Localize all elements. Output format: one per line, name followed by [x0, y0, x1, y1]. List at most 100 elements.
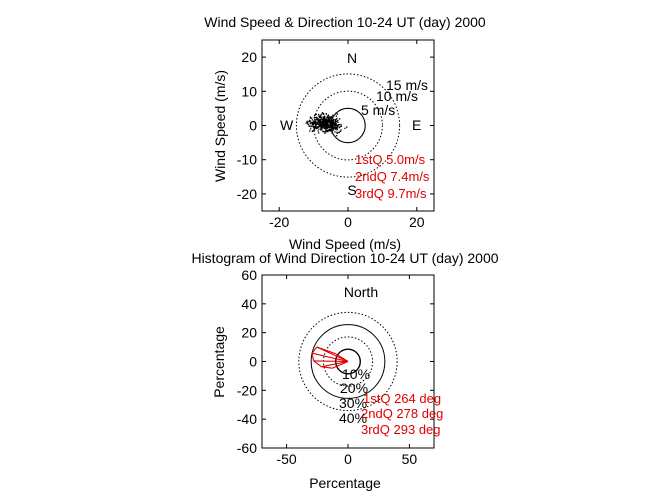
scatter-point	[335, 118, 337, 121]
scatter-point	[322, 119, 324, 121]
ring-label-40: 40%	[339, 410, 367, 426]
scatter-point	[325, 122, 327, 125]
scatter-point	[319, 116, 321, 118]
y-tick-label: -20	[237, 186, 257, 202]
y-tick-label: 20	[241, 49, 257, 65]
scatter-point	[321, 123, 323, 126]
scatter-point	[332, 114, 334, 116]
scatter-point	[321, 129, 323, 131]
scatter-point	[336, 125, 339, 127]
scatter-point	[331, 121, 334, 123]
scatter-point	[314, 124, 317, 126]
quartile-3-label: 3rdQ 293 deg	[361, 422, 441, 437]
scatter-point	[321, 112, 324, 114]
scatter-point	[315, 119, 317, 121]
y-tick-label: 0	[249, 354, 257, 370]
scatter-point	[318, 113, 320, 116]
scatter-point	[315, 126, 317, 128]
scatter-point	[324, 131, 326, 133]
ring-label-10: 10 m/s	[376, 88, 418, 104]
scatter-point	[307, 124, 310, 126]
scatter-point	[322, 118, 325, 120]
scatter-point	[320, 116, 322, 118]
ring-label-5: 5 m/s	[361, 102, 395, 118]
scatter-point	[336, 127, 339, 129]
scatter-point	[323, 131, 325, 133]
quartile-3-label: 3rdQ 9.7m/s	[355, 186, 427, 201]
scatter-point	[322, 117, 324, 119]
quartile-1-label: 1stQ 5.0m/s	[355, 152, 426, 167]
scatter-point	[311, 119, 313, 121]
scatter-point	[336, 131, 338, 134]
percent-ring	[322, 336, 374, 387]
scatter-point	[326, 125, 328, 128]
scatter-point	[334, 125, 336, 127]
scatter-point	[308, 125, 311, 127]
scatter-point	[322, 130, 324, 133]
scatter-point	[321, 127, 323, 129]
scatter-point	[317, 117, 319, 120]
scatter-point	[310, 128, 312, 130]
scatter-point	[338, 131, 340, 133]
scatter-point	[321, 121, 323, 123]
scatter-point	[327, 114, 330, 116]
scatter-point	[335, 135, 338, 137]
scatter-point	[326, 124, 328, 126]
scatter-point	[340, 125, 343, 127]
scatter-point	[316, 122, 318, 125]
scatter-point	[313, 126, 315, 128]
compass-south-label: S	[347, 182, 356, 198]
speed-rings	[295, 73, 401, 178]
scatter-point	[338, 127, 340, 129]
scatter-point	[319, 124, 321, 126]
scatter-point	[329, 116, 332, 118]
scatter-point	[323, 119, 326, 122]
scatter-point	[326, 115, 328, 117]
percent-rings	[298, 311, 398, 412]
compass-east-label: E	[412, 117, 421, 133]
scatter-point	[335, 120, 337, 122]
scatter-point	[315, 117, 317, 119]
scatter-point	[315, 113, 317, 115]
scatter-point	[324, 132, 326, 134]
scatter-point	[327, 124, 329, 126]
scatter-point	[314, 126, 316, 128]
scatter-point	[318, 120, 320, 122]
scatter-point	[325, 118, 327, 120]
y-tick-label: 10	[241, 83, 257, 99]
scatter-point	[314, 121, 316, 123]
scatter-point	[327, 131, 329, 133]
scatter-point	[329, 129, 332, 131]
scatter-point	[316, 127, 318, 129]
scatter-point	[319, 120, 321, 123]
scatter-point	[313, 121, 315, 124]
scatter-point	[314, 119, 316, 121]
scatter-point	[320, 114, 322, 116]
north-label: North	[344, 284, 378, 300]
y-tick-label: -10	[237, 152, 257, 168]
scatter-point	[324, 121, 326, 124]
scatter-point	[336, 113, 338, 115]
scatter-point	[334, 127, 336, 130]
scatter-point	[336, 129, 338, 131]
scatter-point	[326, 120, 328, 122]
percent-ring	[310, 324, 386, 399]
scatter-point	[333, 121, 335, 124]
scatter-point	[333, 126, 335, 128]
quartile-2-label: 2ndQ 7.4m/s	[355, 169, 430, 184]
scatter-point	[336, 128, 338, 130]
y-tick-label: 40	[241, 296, 257, 312]
scatter-point	[327, 119, 329, 121]
scatter-point	[337, 125, 339, 127]
x-tick-label: 20	[409, 214, 425, 230]
quartile-1-label: 1stQ 264 deg	[363, 391, 441, 406]
scatter-point	[333, 124, 335, 126]
scatter-point	[321, 125, 323, 127]
scatter-point	[309, 123, 311, 125]
scatter-point	[338, 124, 340, 126]
scatter-point	[316, 121, 318, 123]
scatter-point	[323, 117, 325, 119]
percent-ring	[298, 311, 398, 412]
scatter-point	[320, 129, 322, 131]
y-tick-label: -20	[237, 382, 257, 398]
